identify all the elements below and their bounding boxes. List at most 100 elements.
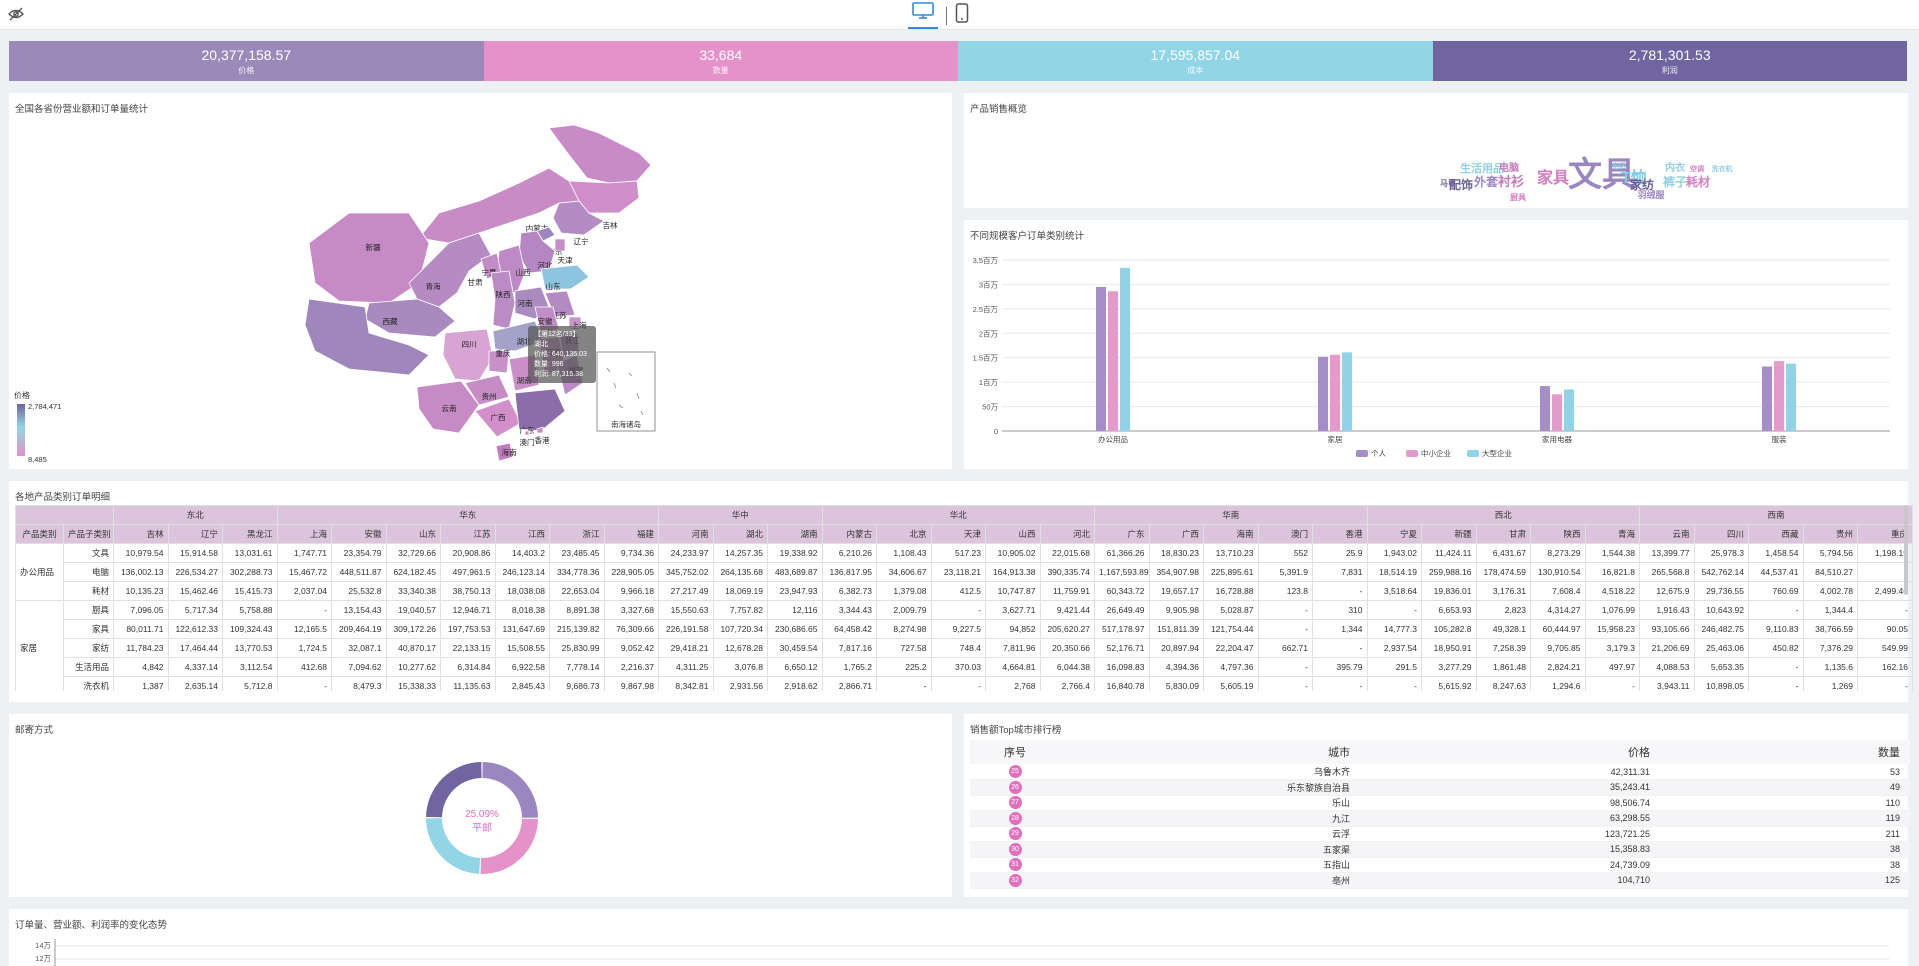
pivot-province-header[interactable]: 天津 [930, 524, 986, 544]
pivot-province-header[interactable]: 湖南 [767, 524, 823, 544]
table-row[interactable]: 29 云浮 123,721.25 211 [970, 826, 1910, 842]
pivot-province-header[interactable]: 重庆 [1857, 524, 1913, 544]
pivot-region-header[interactable]: 华中 [658, 505, 823, 525]
pivot-province-header[interactable]: 江苏 [440, 524, 496, 544]
pivot-province-header[interactable]: 浙江 [549, 524, 605, 544]
province-region[interactable] [548, 124, 652, 184]
pivot-region-header[interactable]: 华北 [821, 505, 1095, 525]
pivot-region-header[interactable]: 西北 [1366, 505, 1640, 525]
pivot-province-header[interactable]: 安徽 [331, 524, 387, 544]
donut-slice[interactable] [480, 818, 538, 874]
ranking-col-header[interactable]: 城市 [1060, 740, 1360, 764]
province-region[interactable] [488, 350, 510, 374]
province-region[interactable] [552, 200, 605, 236]
ranking-col-header[interactable]: 价格 [1360, 740, 1660, 764]
legend-swatch[interactable] [1467, 450, 1479, 457]
bar[interactable] [1774, 361, 1784, 431]
bar[interactable] [1564, 389, 1574, 431]
pivot-province-header[interactable]: 山西 [985, 524, 1041, 544]
pivot-province-header[interactable]: 吉林 [113, 524, 169, 544]
word-cloud-item[interactable]: 裤子 [1663, 174, 1687, 189]
province-region[interactable] [514, 388, 566, 432]
bar[interactable] [1330, 354, 1340, 431]
ranking-col-header[interactable]: 数量 [1660, 740, 1910, 764]
bar[interactable] [1096, 286, 1106, 431]
bar[interactable] [1552, 394, 1562, 431]
pivot-corner-sub[interactable]: 产品子类别 [63, 524, 114, 544]
word-cloud-item[interactable]: 家具 [1537, 168, 1569, 187]
donut-chart[interactable]: 25.09%平邮 [9, 714, 952, 897]
donut-slice[interactable] [426, 762, 482, 818]
word-cloud-item[interactable]: 洗衣机 [1712, 164, 1733, 173]
pivot-province-header[interactable]: 宁夏 [1366, 524, 1422, 544]
pivot-province-header[interactable]: 新疆 [1421, 524, 1477, 544]
pivot-province-header[interactable]: 河南 [658, 524, 714, 544]
table-row[interactable]: 26 乐东黎族自治县 35,243.41 49 [970, 779, 1910, 796]
pivot-province-header[interactable]: 西藏 [1748, 524, 1804, 544]
word-cloud-item[interactable]: 电脑 [1499, 161, 1519, 174]
kpi-card[interactable]: 20,377,158.57 价格 [9, 41, 484, 81]
pivot-region-header[interactable]: 东北 [113, 505, 278, 525]
word-cloud-item[interactable]: 空调 [1690, 164, 1704, 173]
word-cloud-item[interactable]: 生活用品 [1460, 161, 1504, 175]
bar[interactable] [1540, 386, 1550, 431]
word-cloud-item[interactable]: 马甲 [1440, 179, 1456, 188]
kpi-card[interactable]: 2,781,301.53 利润 [1432, 41, 1907, 81]
donut-slice[interactable] [426, 818, 481, 874]
ranking-col-header[interactable]: 序号 [970, 740, 1060, 764]
donut-slice[interactable] [482, 762, 538, 818]
pivot-province-header[interactable]: 陕西 [1530, 524, 1586, 544]
table-row[interactable]: 27 乐山 98,506.74 110 [970, 795, 1910, 811]
pivot-scrollbar[interactable] [1904, 505, 1908, 595]
legend-swatch[interactable] [1356, 450, 1368, 457]
mobile-icon[interactable] [955, 3, 969, 28]
pivot-province-header[interactable]: 香港 [1312, 524, 1368, 544]
pivot-province-header[interactable]: 四川 [1693, 524, 1749, 544]
province-region[interactable] [364, 298, 456, 338]
pivot-province-header[interactable]: 黑龙江 [222, 524, 278, 544]
word-cloud-item[interactable]: 衬衫 [1498, 174, 1524, 189]
table-row[interactable]: 31 五指山 24,739.09 38 [970, 857, 1910, 873]
word-cloud-item[interactable]: 配饰 [1449, 177, 1473, 192]
pivot-province-header[interactable]: 内蒙古 [821, 524, 877, 544]
province-region[interactable] [554, 238, 566, 252]
bar[interactable] [1318, 356, 1328, 431]
word-cloud-item[interactable]: 羽绒服 [1637, 189, 1665, 200]
legend-swatch[interactable] [1406, 450, 1418, 457]
pivot-table-wrap[interactable]: 东北 华东 华中 华北 华南 西北 西南 产品类别 产品子类别 吉林 辽宁 黑龙江 上海 安徽 山东 江苏 江西… [15, 505, 1913, 691]
table-row[interactable]: 32 亳州 104,710 125 [970, 872, 1910, 889]
pivot-region-header[interactable]: 华南 [1094, 505, 1368, 525]
table-row[interactable]: 28 九江 63,298.55 119 [970, 810, 1910, 827]
pivot-province-header[interactable]: 河北 [1039, 524, 1095, 544]
pivot-province-header[interactable]: 江西 [494, 524, 550, 544]
province-region[interactable] [524, 430, 530, 436]
pivot-province-header[interactable]: 海南 [1203, 524, 1259, 544]
province-region[interactable] [416, 380, 480, 434]
pivot-province-header[interactable]: 甘肃 [1475, 524, 1531, 544]
pivot-corner-cat[interactable]: 产品类别 [15, 524, 64, 544]
pivot-province-header[interactable]: 广西 [1148, 524, 1204, 544]
province-region[interactable] [308, 212, 430, 304]
pivot-region-header[interactable]: 西南 [1639, 505, 1913, 525]
word-cloud-item[interactable]: 厨具 [1510, 192, 1526, 202]
pivot-province-header[interactable]: 湖北 [712, 524, 768, 544]
pivot-province-header[interactable]: 上海 [276, 524, 332, 544]
pivot-province-header[interactable]: 青海 [1584, 524, 1640, 544]
table-row[interactable]: 25 乌鲁木齐 42,311.31 53 [970, 764, 1910, 780]
province-region[interactable] [304, 298, 430, 376]
word-cloud-item[interactable]: T恤 [1621, 168, 1647, 187]
bar[interactable] [1120, 267, 1130, 431]
province-region[interactable] [495, 442, 514, 462]
bar[interactable] [1108, 291, 1118, 431]
province-region[interactable] [464, 374, 510, 406]
province-region[interactable] [418, 167, 580, 244]
bar[interactable] [1786, 363, 1796, 431]
word-cloud-item[interactable]: 耗材 [1686, 174, 1710, 189]
pivot-province-header[interactable]: 福建 [603, 524, 659, 544]
pivot-province-header[interactable]: 辽宁 [167, 524, 223, 544]
province-region[interactable] [536, 426, 544, 434]
desktop-icon[interactable] [908, 2, 938, 29]
kpi-card[interactable]: 17,595,857.04 成本 [958, 41, 1433, 81]
pivot-province-header[interactable]: 贵州 [1802, 524, 1858, 544]
bar[interactable] [1342, 352, 1352, 431]
